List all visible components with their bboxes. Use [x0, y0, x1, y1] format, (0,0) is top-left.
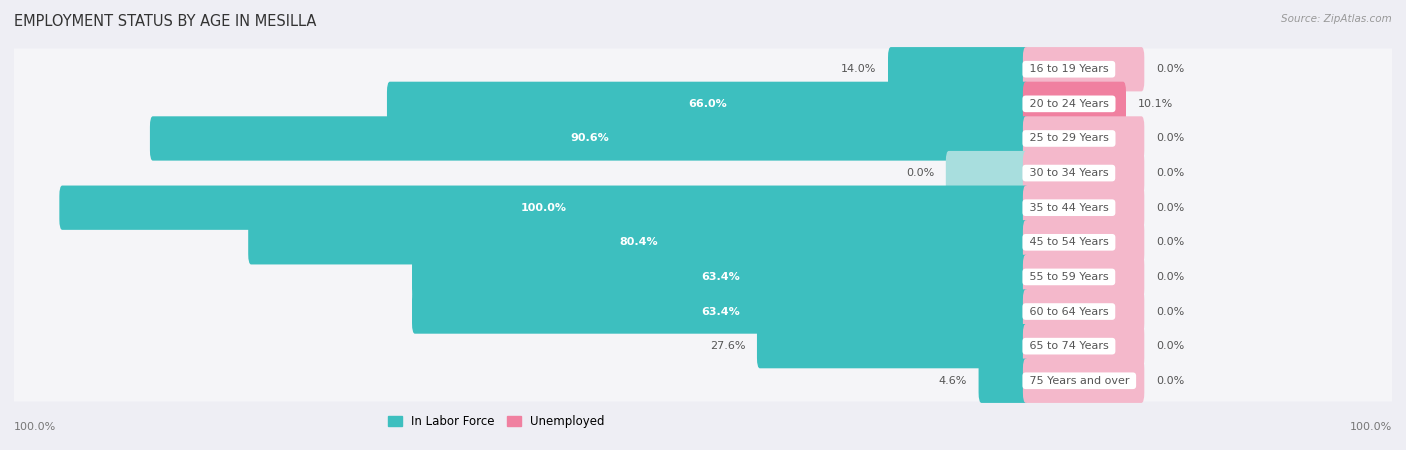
Text: 0.0%: 0.0%	[1156, 306, 1184, 316]
Text: 30 to 34 Years: 30 to 34 Years	[1026, 168, 1112, 178]
Text: 0.0%: 0.0%	[1156, 202, 1184, 213]
FancyBboxPatch shape	[13, 291, 1393, 332]
FancyBboxPatch shape	[979, 359, 1029, 403]
Text: 25 to 29 Years: 25 to 29 Years	[1026, 134, 1112, 144]
Text: 0.0%: 0.0%	[1156, 272, 1184, 282]
FancyBboxPatch shape	[13, 325, 1393, 367]
Text: 90.6%: 90.6%	[569, 134, 609, 144]
Text: 0.0%: 0.0%	[905, 168, 934, 178]
FancyBboxPatch shape	[13, 118, 1393, 159]
FancyBboxPatch shape	[13, 360, 1393, 401]
FancyBboxPatch shape	[387, 82, 1029, 126]
Text: 0.0%: 0.0%	[1156, 168, 1184, 178]
Text: 0.0%: 0.0%	[1156, 341, 1184, 351]
Text: 63.4%: 63.4%	[702, 272, 740, 282]
FancyBboxPatch shape	[13, 49, 1393, 90]
FancyBboxPatch shape	[249, 220, 1029, 265]
FancyBboxPatch shape	[946, 151, 1029, 195]
FancyBboxPatch shape	[150, 116, 1029, 161]
Text: 65 to 74 Years: 65 to 74 Years	[1026, 341, 1112, 351]
FancyBboxPatch shape	[412, 255, 1029, 299]
Text: 0.0%: 0.0%	[1156, 237, 1184, 248]
FancyBboxPatch shape	[13, 83, 1393, 125]
Legend: In Labor Force, Unemployed: In Labor Force, Unemployed	[388, 415, 605, 428]
FancyBboxPatch shape	[59, 185, 1029, 230]
FancyBboxPatch shape	[13, 221, 1393, 263]
Text: 0.0%: 0.0%	[1156, 376, 1184, 386]
Text: 100.0%: 100.0%	[522, 202, 567, 213]
Text: 55 to 59 Years: 55 to 59 Years	[1026, 272, 1112, 282]
Text: 10.1%: 10.1%	[1137, 99, 1173, 109]
Text: 63.4%: 63.4%	[702, 306, 740, 316]
FancyBboxPatch shape	[13, 187, 1393, 229]
FancyBboxPatch shape	[412, 289, 1029, 334]
FancyBboxPatch shape	[1024, 116, 1144, 161]
Text: 16 to 19 Years: 16 to 19 Years	[1026, 64, 1112, 74]
Text: Source: ZipAtlas.com: Source: ZipAtlas.com	[1281, 14, 1392, 23]
FancyBboxPatch shape	[1024, 82, 1126, 126]
FancyBboxPatch shape	[756, 324, 1029, 368]
Text: 75 Years and over: 75 Years and over	[1026, 376, 1133, 386]
FancyBboxPatch shape	[1024, 255, 1144, 299]
FancyBboxPatch shape	[1024, 289, 1144, 334]
Text: 80.4%: 80.4%	[619, 237, 658, 248]
FancyBboxPatch shape	[13, 256, 1393, 298]
Text: 20 to 24 Years: 20 to 24 Years	[1026, 99, 1112, 109]
Text: 0.0%: 0.0%	[1156, 64, 1184, 74]
Text: 100.0%: 100.0%	[1350, 422, 1392, 432]
Text: 35 to 44 Years: 35 to 44 Years	[1026, 202, 1112, 213]
Text: 45 to 54 Years: 45 to 54 Years	[1026, 237, 1112, 248]
Text: EMPLOYMENT STATUS BY AGE IN MESILLA: EMPLOYMENT STATUS BY AGE IN MESILLA	[14, 14, 316, 28]
FancyBboxPatch shape	[889, 47, 1029, 91]
FancyBboxPatch shape	[1024, 324, 1144, 368]
FancyBboxPatch shape	[1024, 47, 1144, 91]
Text: 0.0%: 0.0%	[1156, 134, 1184, 144]
Text: 100.0%: 100.0%	[14, 422, 56, 432]
Text: 66.0%: 66.0%	[689, 99, 727, 109]
Text: 27.6%: 27.6%	[710, 341, 745, 351]
FancyBboxPatch shape	[1024, 359, 1144, 403]
Text: 4.6%: 4.6%	[939, 376, 967, 386]
Text: 14.0%: 14.0%	[841, 64, 876, 74]
FancyBboxPatch shape	[13, 152, 1393, 194]
FancyBboxPatch shape	[1024, 151, 1144, 195]
FancyBboxPatch shape	[1024, 185, 1144, 230]
FancyBboxPatch shape	[1024, 220, 1144, 265]
Text: 60 to 64 Years: 60 to 64 Years	[1026, 306, 1112, 316]
